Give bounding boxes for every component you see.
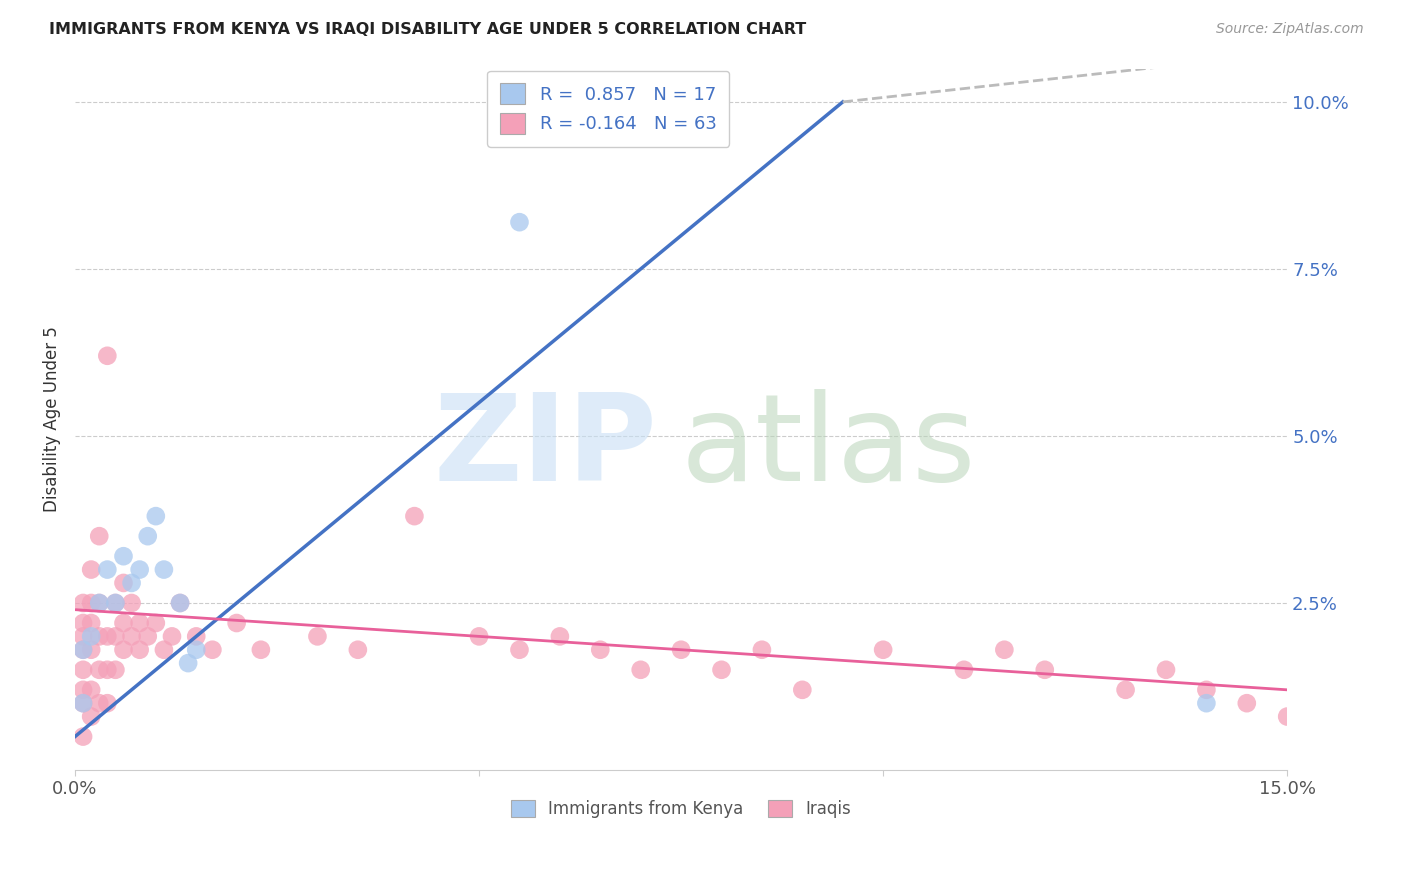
Point: [80, 615, 103, 630]
Point: [96, 629, 118, 643]
Point: [177, 656, 200, 670]
Point: [89, 529, 111, 543]
Point: [72, 730, 94, 744]
Point: [1115, 682, 1137, 697]
Point: [72, 629, 94, 643]
Point: [89, 596, 111, 610]
Legend: Immigrants from Kenya, Iraqis: Immigrants from Kenya, Iraqis: [505, 793, 858, 825]
Point: [201, 642, 224, 657]
Text: Source: ZipAtlas.com: Source: ZipAtlas.com: [1216, 22, 1364, 37]
Point: [121, 576, 143, 591]
Point: [169, 596, 191, 610]
Point: [104, 629, 127, 643]
Point: [1195, 682, 1218, 697]
Point: [89, 663, 111, 677]
Point: [145, 615, 167, 630]
Point: [250, 642, 273, 657]
Point: [89, 696, 111, 710]
Point: [153, 642, 176, 657]
Point: [872, 642, 894, 657]
Point: [792, 682, 814, 697]
Point: [136, 629, 159, 643]
Point: [1277, 709, 1299, 723]
Point: [307, 629, 329, 643]
Point: [72, 696, 94, 710]
Point: [347, 642, 370, 657]
Text: IMMIGRANTS FROM KENYA VS IRAQI DISABILITY AGE UNDER 5 CORRELATION CHART: IMMIGRANTS FROM KENYA VS IRAQI DISABILIT…: [49, 22, 807, 37]
Point: [169, 596, 191, 610]
Point: [80, 596, 103, 610]
Point: [96, 563, 118, 577]
Point: [710, 663, 733, 677]
Point: [993, 642, 1015, 657]
Point: [72, 696, 94, 710]
Point: [80, 682, 103, 697]
Text: ZIP: ZIP: [433, 389, 657, 506]
Text: atlas: atlas: [681, 389, 977, 506]
Point: [104, 596, 127, 610]
Point: [589, 642, 612, 657]
Point: [630, 663, 652, 677]
Y-axis label: Disability Age Under 5: Disability Age Under 5: [44, 326, 60, 512]
Point: [508, 215, 530, 229]
Point: [72, 663, 94, 677]
Point: [128, 563, 150, 577]
Point: [121, 596, 143, 610]
Point: [96, 349, 118, 363]
Point: [1033, 663, 1056, 677]
Point: [953, 663, 976, 677]
Point: [225, 615, 247, 630]
Point: [112, 549, 135, 564]
Point: [1154, 663, 1177, 677]
Point: [128, 642, 150, 657]
Point: [669, 642, 692, 657]
Point: [72, 682, 94, 697]
Point: [186, 642, 208, 657]
Point: [160, 629, 183, 643]
Point: [1236, 696, 1258, 710]
Point: [404, 509, 426, 524]
Point: [80, 709, 103, 723]
Point: [468, 629, 491, 643]
Point: [72, 642, 94, 657]
Point: [153, 563, 176, 577]
Point: [186, 629, 208, 643]
Point: [136, 529, 159, 543]
Point: [751, 642, 773, 657]
Point: [80, 642, 103, 657]
Point: [112, 576, 135, 591]
Point: [72, 615, 94, 630]
Point: [72, 596, 94, 610]
Point: [112, 642, 135, 657]
Point: [112, 615, 135, 630]
Point: [121, 629, 143, 643]
Point: [128, 615, 150, 630]
Point: [96, 663, 118, 677]
Point: [80, 629, 103, 643]
Point: [104, 596, 127, 610]
Point: [96, 696, 118, 710]
Point: [548, 629, 571, 643]
Point: [145, 509, 167, 524]
Point: [89, 596, 111, 610]
Point: [104, 663, 127, 677]
Point: [89, 629, 111, 643]
Point: [80, 563, 103, 577]
Point: [508, 642, 530, 657]
Point: [72, 642, 94, 657]
Point: [1195, 696, 1218, 710]
